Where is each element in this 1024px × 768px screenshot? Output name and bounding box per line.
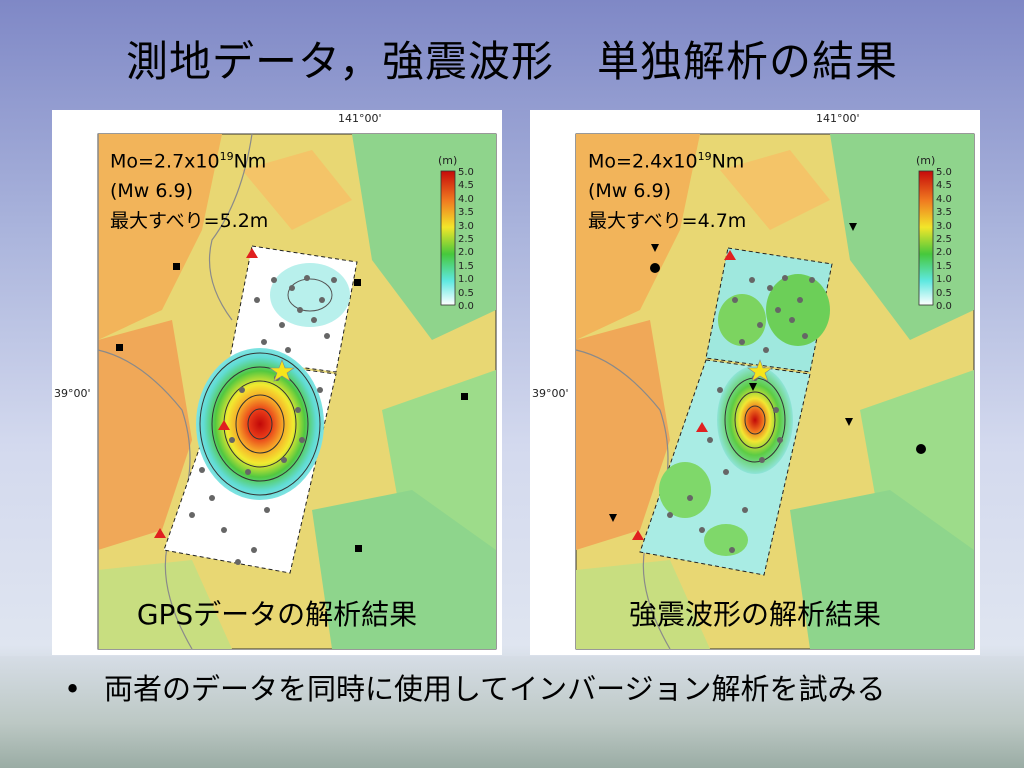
scale-tick: 4.5 xyxy=(936,180,952,192)
scale-tick: 1.0 xyxy=(936,274,952,286)
strong-motion-result-panel: 141°00' 39°00' (m) 5.0 4.5 4.0 3.5 3.0 2… xyxy=(530,110,980,655)
scale-unit-label: (m) xyxy=(916,154,936,167)
scale-tick: 4.5 xyxy=(458,180,474,192)
scale-unit-label: (m) xyxy=(438,154,458,167)
scale-tick: 2.0 xyxy=(458,247,474,259)
strong-motion-slip-map xyxy=(575,133,975,650)
scale-tick: 5.0 xyxy=(458,167,474,178)
max-slip: 最大すべり=5.2m xyxy=(110,210,269,233)
moment-base: Mo=2.4x10 xyxy=(588,150,698,173)
scale-tick: 3.5 xyxy=(936,207,952,219)
gps-slip-map xyxy=(97,133,497,650)
lon-label: 141°00' xyxy=(816,112,860,125)
lat-label: 39°00' xyxy=(54,387,91,400)
moment-exponent: 19 xyxy=(219,150,234,163)
strong-motion-caption: 強震波形の解析結果 xyxy=(628,598,881,631)
magnitude: (Mw 6.9) xyxy=(588,180,672,203)
color-scale-ticks: 5.0 4.5 4.0 3.5 3.0 2.5 2.0 1.5 1.0 0.5 … xyxy=(936,166,952,313)
magnitude: (Mw 6.9) xyxy=(110,180,194,203)
moment-line: Mo=2.4x1019Nm xyxy=(588,142,746,176)
scale-tick: 0.0 xyxy=(936,301,952,313)
moment-line: Mo=2.7x1019Nm xyxy=(110,142,268,176)
color-scale-ticks: 5.0 4.5 4.0 3.5 3.0 2.5 2.0 1.5 1.0 0.5 … xyxy=(458,166,474,313)
bullet-symbol: • xyxy=(64,672,82,706)
gps-stats: Mo=2.7x1019Nm (Mw 6.9) 最大すべり=5.2m xyxy=(110,142,268,236)
lat-label: 39°00' xyxy=(532,387,569,400)
max-slip: 最大すべり=4.7m xyxy=(588,210,747,233)
scale-tick: 3.0 xyxy=(936,220,952,232)
scale-tick: 3.5 xyxy=(458,207,474,219)
scale-tick: 4.0 xyxy=(458,193,474,205)
scale-tick: 4.0 xyxy=(936,193,952,205)
slide-title: 測地データ，強震波形 単独解析の結果 xyxy=(126,37,898,86)
scale-tick: 2.0 xyxy=(936,247,952,259)
scale-tick: 5.0 xyxy=(936,167,952,178)
scale-tick: 1.5 xyxy=(936,260,952,272)
scale-tick: 0.5 xyxy=(936,287,952,299)
scale-tick: 3.0 xyxy=(458,220,474,232)
scale-tick: 0.5 xyxy=(458,287,474,299)
moment-exponent: 19 xyxy=(697,150,712,163)
bullet-text: 両者のデータを同時に使用してインバージョン解析を試みる xyxy=(104,672,886,706)
strong-motion-stats: Mo=2.4x1019Nm (Mw 6.9) 最大すべり=4.7m xyxy=(588,142,746,236)
lon-label: 141°00' xyxy=(338,112,382,125)
scale-tick: 1.0 xyxy=(458,274,474,286)
moment-unit: Nm xyxy=(233,150,267,173)
gps-caption: GPSデータの解析結果 xyxy=(136,598,418,631)
moment-base: Mo=2.7x10 xyxy=(110,150,220,173)
scale-tick: 0.0 xyxy=(458,301,474,313)
scale-tick: 2.5 xyxy=(458,234,474,246)
moment-unit: Nm xyxy=(711,150,745,173)
gps-result-panel: 141°00' 39°00' (m) 5.0 4.5 4.0 3.5 3.0 2… xyxy=(52,110,502,655)
scale-tick: 2.5 xyxy=(936,234,952,246)
scale-tick: 1.5 xyxy=(458,260,474,272)
bottom-band xyxy=(0,656,1024,768)
